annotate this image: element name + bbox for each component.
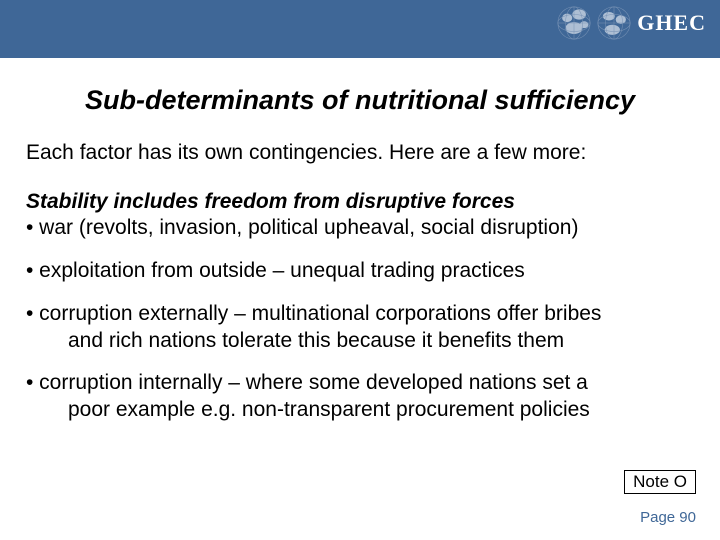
bullet-text-cont: poor example e.g. non-transparent procur… [26,397,694,424]
brand-logo: GHEC [557,6,706,40]
bullet-text: • corruption internally – where some dev… [26,371,588,394]
page-number: Page 90 [640,509,696,526]
globe-icon [597,6,631,40]
bullet-item: • corruption internally – where some dev… [26,370,694,424]
bullet-item: • corruption externally – multinational … [26,301,694,355]
bullet-text: • exploitation from outside – unequal tr… [26,259,525,282]
bullet-text-cont: and rich nations tolerate this because i… [26,328,694,355]
bullet-item: • war (revolts, invasion, political uphe… [26,215,694,242]
note-badge: Note O [624,470,696,494]
slide-title: Sub-determinants of nutritional sufficie… [26,84,694,116]
bullet-item: • exploitation from outside – unequal tr… [26,258,694,285]
intro-text: Each factor has its own contingencies. H… [26,140,694,166]
slide-content: Sub-determinants of nutritional sufficie… [0,84,720,424]
brand-text: GHEC [637,10,706,36]
bullet-text: • war (revolts, invasion, political uphe… [26,216,578,239]
bullet-text: • corruption externally – multinational … [26,302,601,325]
header-band: GHEC [0,0,720,58]
globe-icon [557,6,591,40]
subheading: Stability includes freedom from disrupti… [26,189,694,215]
